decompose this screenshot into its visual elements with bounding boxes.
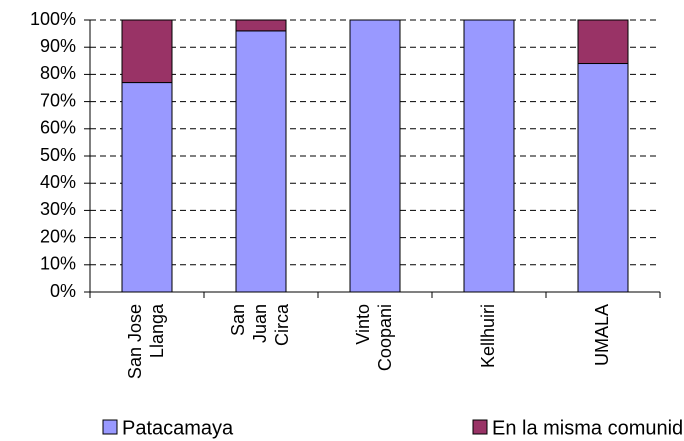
x-tick-label: Vinto Coopani <box>353 304 395 371</box>
y-tick-label: 60% <box>40 118 76 138</box>
bar-segment <box>121 19 173 84</box>
x-tick-label: San Jose Llanga <box>125 303 167 379</box>
legend-swatch <box>102 419 118 435</box>
y-tick-label: 50% <box>40 145 76 165</box>
y-tick-label: 20% <box>40 226 76 246</box>
bar-segment <box>235 30 287 293</box>
y-tick-label: 70% <box>40 90 76 110</box>
legend-label: Patacamaya <box>122 417 234 439</box>
bar-segment <box>349 19 401 293</box>
y-tick-label: 10% <box>40 254 76 274</box>
y-tick-label: 80% <box>40 63 76 83</box>
bar-segment <box>577 19 629 65</box>
bar-segment <box>577 63 629 293</box>
bar-segment <box>463 19 515 293</box>
x-tick-label: Kellhuiri <box>478 304 498 368</box>
legend-swatch <box>472 419 488 435</box>
x-tick-label: UMALA <box>592 304 612 366</box>
bar-segment <box>235 19 287 32</box>
bar-segment <box>121 82 173 293</box>
y-tick-label: 90% <box>40 36 76 56</box>
y-tick-label: 30% <box>40 199 76 219</box>
y-tick-label: 40% <box>40 172 76 192</box>
x-tick-label: San Juan Circa <box>228 303 292 346</box>
y-tick-label: 100% <box>30 9 76 29</box>
legend-label: En la misma comunidad <box>492 417 684 439</box>
y-tick-label: 0% <box>50 281 76 301</box>
